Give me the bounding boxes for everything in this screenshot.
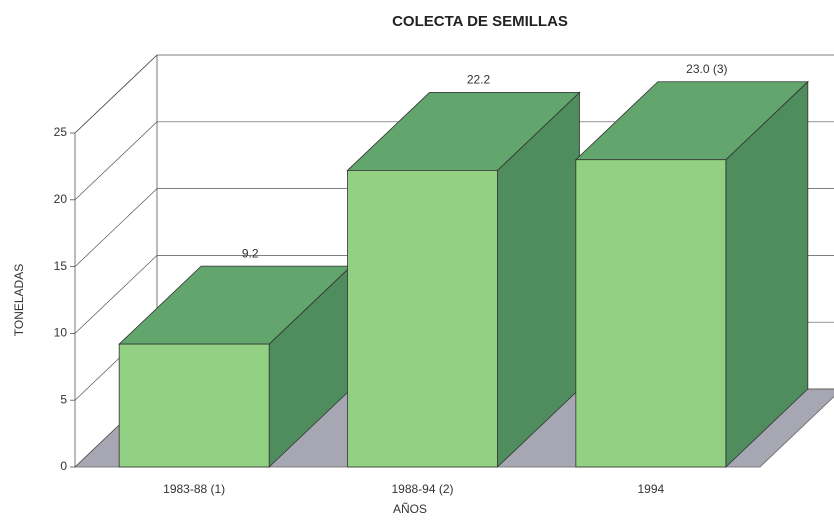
- y-axis-label: TONELADAS: [12, 264, 26, 336]
- x-tick-label: 1983-88 (1): [163, 482, 225, 496]
- y-tick-label: 10: [54, 326, 68, 340]
- grid-line: [74, 54, 158, 134]
- y-tick-label: 5: [60, 392, 67, 406]
- bar: [118, 343, 270, 468]
- grid-line: [74, 121, 158, 201]
- y-tick-label: 15: [54, 259, 68, 273]
- x-tick-label: 1994: [637, 482, 664, 496]
- x-tick-label: 1988-94 (2): [391, 482, 453, 496]
- grid-line: [74, 188, 158, 267]
- y-tick-label: 20: [54, 192, 68, 206]
- value-label: 23.0 (3): [686, 62, 727, 76]
- bar: [347, 170, 498, 468]
- y-tick-label: 25: [54, 125, 68, 139]
- y-tick-label: 0: [60, 459, 67, 473]
- value-label: 22.2: [467, 73, 491, 87]
- x-axis-label: AÑOS: [393, 502, 427, 516]
- bar: [575, 159, 727, 468]
- value-label: 9.2: [242, 246, 259, 260]
- grid-line: [74, 255, 158, 334]
- chart-title: COLECTA DE SEMILLAS: [392, 13, 568, 30]
